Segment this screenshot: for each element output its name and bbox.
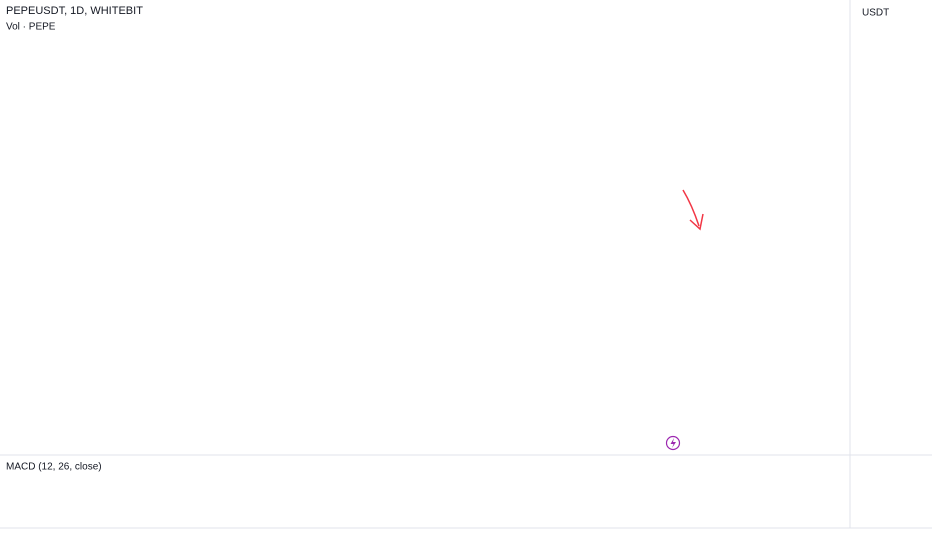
volume-title: Vol · PEPE — [6, 22, 56, 33]
chart-title: PEPEUSDT, 1D, WHITEBIT — [6, 5, 143, 17]
arrow — [682, 189, 700, 227]
arrow-head — [689, 213, 704, 231]
macd-title: MACD (12, 26, close) — [6, 462, 102, 473]
alert-icon-bolt — [670, 438, 676, 448]
currency: USDT — [862, 8, 889, 19]
